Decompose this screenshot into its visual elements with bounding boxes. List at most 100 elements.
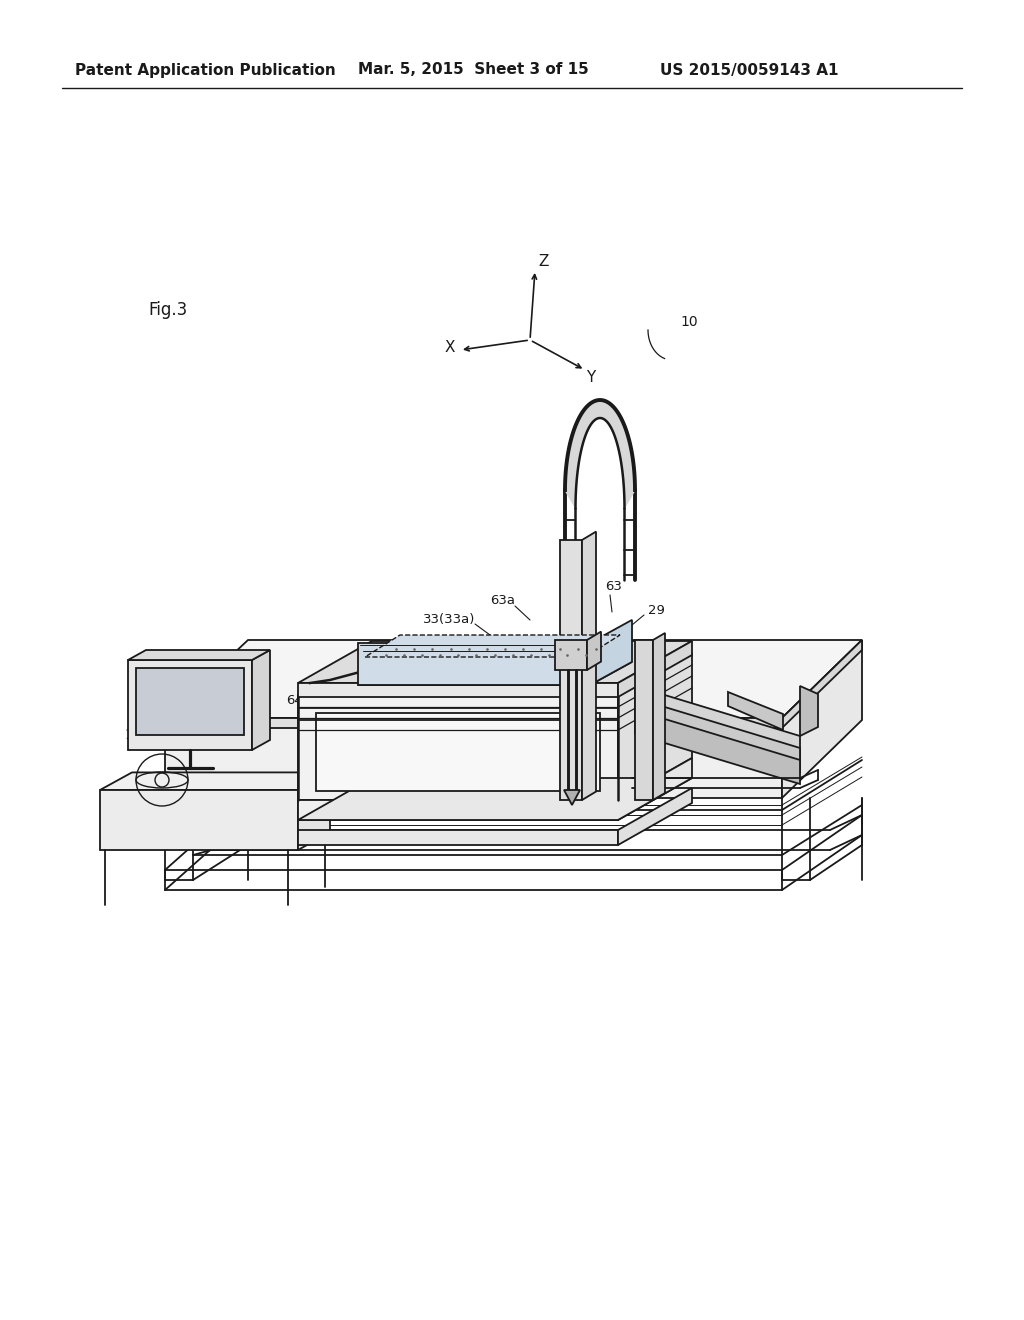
Polygon shape — [601, 400, 603, 418]
Polygon shape — [583, 409, 589, 429]
Text: Fig.3: Fig.3 — [148, 301, 187, 319]
Polygon shape — [782, 640, 862, 729]
Polygon shape — [165, 718, 782, 729]
Polygon shape — [618, 429, 627, 450]
Text: 18: 18 — [497, 799, 514, 812]
Text: 62Z: 62Z — [514, 697, 540, 710]
Polygon shape — [572, 433, 582, 454]
Polygon shape — [574, 425, 583, 447]
Polygon shape — [575, 422, 584, 444]
Polygon shape — [602, 400, 604, 418]
Text: 63a: 63a — [490, 594, 515, 607]
Polygon shape — [618, 758, 692, 820]
Polygon shape — [599, 400, 601, 418]
Polygon shape — [618, 642, 692, 697]
Polygon shape — [573, 429, 582, 450]
Polygon shape — [566, 466, 577, 488]
Polygon shape — [569, 445, 579, 466]
Text: US 2015/0059143 A1: US 2015/0059143 A1 — [660, 62, 839, 78]
Polygon shape — [568, 449, 579, 471]
Polygon shape — [624, 471, 635, 494]
Polygon shape — [604, 401, 608, 421]
Text: Y: Y — [586, 371, 595, 385]
Polygon shape — [580, 413, 587, 434]
Polygon shape — [625, 475, 635, 499]
Polygon shape — [298, 800, 618, 820]
Polygon shape — [577, 420, 585, 441]
Polygon shape — [298, 682, 618, 697]
Polygon shape — [603, 401, 606, 420]
Text: 64Y: 64Y — [650, 653, 675, 667]
Polygon shape — [165, 718, 782, 799]
Polygon shape — [565, 471, 577, 494]
Text: 13: 13 — [462, 634, 479, 647]
Text: 17: 17 — [362, 656, 380, 669]
Polygon shape — [579, 416, 586, 437]
Text: 64Z: 64Z — [632, 685, 657, 698]
Polygon shape — [624, 466, 634, 488]
Polygon shape — [252, 649, 270, 750]
Polygon shape — [587, 405, 592, 425]
Polygon shape — [358, 661, 632, 685]
Polygon shape — [635, 640, 653, 800]
Polygon shape — [582, 532, 596, 800]
Polygon shape — [618, 433, 628, 454]
Polygon shape — [298, 696, 618, 800]
Polygon shape — [165, 640, 862, 718]
Polygon shape — [588, 404, 593, 424]
Polygon shape — [614, 416, 622, 437]
Text: 11a: 11a — [360, 645, 385, 659]
Polygon shape — [587, 631, 601, 671]
Polygon shape — [298, 653, 692, 696]
Polygon shape — [613, 413, 621, 434]
Polygon shape — [728, 692, 783, 730]
Polygon shape — [128, 660, 252, 750]
Polygon shape — [782, 640, 862, 799]
Polygon shape — [560, 540, 582, 800]
Polygon shape — [616, 422, 625, 444]
Text: 67: 67 — [468, 799, 485, 812]
Polygon shape — [625, 486, 635, 508]
Text: 33(33a): 33(33a) — [423, 614, 475, 627]
Polygon shape — [100, 789, 298, 850]
Polygon shape — [585, 407, 591, 428]
Polygon shape — [555, 640, 587, 671]
Polygon shape — [620, 437, 629, 458]
Polygon shape — [298, 777, 692, 820]
Polygon shape — [635, 710, 800, 784]
Polygon shape — [100, 772, 330, 789]
Polygon shape — [621, 441, 630, 462]
Polygon shape — [565, 486, 575, 508]
Text: Mar. 5, 2015  Sheet 3 of 15: Mar. 5, 2015 Sheet 3 of 15 — [358, 62, 589, 78]
Polygon shape — [609, 407, 615, 428]
Text: 16: 16 — [124, 729, 141, 742]
Polygon shape — [800, 686, 818, 737]
Polygon shape — [569, 441, 580, 462]
Polygon shape — [606, 403, 610, 422]
Text: 63: 63 — [605, 581, 622, 594]
Polygon shape — [566, 462, 577, 484]
Polygon shape — [597, 400, 599, 418]
Polygon shape — [615, 420, 623, 441]
Polygon shape — [298, 830, 618, 845]
Polygon shape — [625, 480, 635, 503]
Polygon shape — [592, 401, 596, 421]
Polygon shape — [594, 401, 597, 420]
Polygon shape — [566, 457, 578, 479]
Polygon shape — [298, 772, 330, 850]
Text: Patent Application Publication: Patent Application Publication — [75, 62, 336, 78]
Text: 10: 10 — [680, 315, 697, 329]
Polygon shape — [624, 462, 634, 484]
Polygon shape — [618, 653, 692, 800]
Text: 29: 29 — [648, 603, 665, 616]
Polygon shape — [635, 686, 800, 760]
Text: 64X: 64X — [286, 693, 312, 706]
Polygon shape — [622, 445, 631, 466]
Polygon shape — [595, 400, 598, 418]
Text: 11: 11 — [498, 642, 515, 655]
Polygon shape — [618, 788, 692, 845]
Polygon shape — [635, 698, 800, 772]
Polygon shape — [608, 405, 613, 425]
Polygon shape — [607, 404, 612, 424]
Polygon shape — [617, 425, 626, 447]
